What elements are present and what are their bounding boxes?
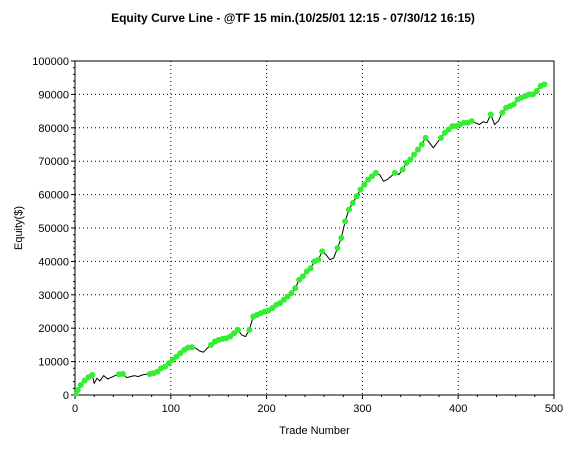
equity-high-marker <box>77 381 84 388</box>
equity-high-marker <box>319 248 326 255</box>
equity-high-marker <box>334 245 341 252</box>
y-tick-label: 100000 <box>32 56 69 68</box>
equity-high-marker <box>73 391 79 397</box>
equity-high-marker <box>246 326 253 333</box>
equity-high-marker <box>411 151 418 158</box>
y-tick-label: 40000 <box>38 256 69 268</box>
x-tick-label: 100 <box>162 403 180 415</box>
equity-high-marker <box>338 235 345 242</box>
equity-high-marker <box>361 181 368 188</box>
equity-high-marker <box>234 326 241 333</box>
x-tick-label: 300 <box>353 403 371 415</box>
y-axis-label: Equity($) <box>13 206 25 250</box>
equity-high-marker <box>414 146 421 153</box>
x-tick-label: 200 <box>257 403 275 415</box>
y-tick-label: 20000 <box>38 323 69 335</box>
y-tick-label: 90000 <box>38 89 69 101</box>
equity-high-marker <box>74 386 81 393</box>
equity-high-marker <box>119 370 126 377</box>
equity-high-marker <box>407 156 414 163</box>
equity-line <box>74 83 545 396</box>
equity-high-marker <box>533 88 540 95</box>
equity-high-marker <box>468 118 475 125</box>
equity-high-marker <box>499 109 506 116</box>
equity-high-marker <box>418 141 425 148</box>
equity-high-marker <box>345 206 352 213</box>
axis-ticks <box>71 60 555 399</box>
equity-high-marker <box>391 169 398 176</box>
equity-markers <box>73 81 548 397</box>
y-tick-label: 0 <box>63 390 69 402</box>
equity-high-marker <box>422 134 429 141</box>
equity-high-marker <box>349 199 356 206</box>
x-axis-label: Trade Number <box>279 425 350 437</box>
equity-high-marker <box>399 166 406 173</box>
equity-high-marker <box>487 111 494 118</box>
equity-high-marker <box>89 371 96 378</box>
y-tick-label: 30000 <box>38 290 69 302</box>
equity-high-marker <box>288 290 295 297</box>
y-tick-label: 10000 <box>38 357 69 369</box>
x-tick-label: 400 <box>449 403 467 415</box>
equity-high-marker <box>292 285 299 292</box>
equity-high-marker <box>342 218 349 225</box>
x-tick-label: 500 <box>545 403 563 415</box>
plot-frame <box>74 60 555 396</box>
chart-title: Equity Curve Line - @TF 15 min.(10/25/01… <box>111 11 475 25</box>
equity-high-marker <box>437 134 444 141</box>
equity-high-marker <box>315 256 322 263</box>
equity-high-marker <box>510 101 517 108</box>
tick-labels: 0 100 200 300 400 500 0 10000 20000 30000 40000 500… <box>32 56 563 415</box>
equity-high-marker <box>357 186 364 193</box>
equity-high-marker <box>541 81 548 88</box>
y-tick-label: 50000 <box>38 223 69 235</box>
equity-high-marker <box>188 344 195 351</box>
equity-high-marker <box>353 193 360 200</box>
y-tick-label: 60000 <box>38 190 69 202</box>
equity-high-marker <box>300 273 307 280</box>
grid-lines <box>75 61 554 395</box>
y-tick-label: 70000 <box>38 156 69 168</box>
equity-high-marker <box>307 265 314 272</box>
equity-high-marker <box>372 169 379 176</box>
y-tick-label: 80000 <box>38 123 69 135</box>
x-tick-label: 0 <box>72 403 78 415</box>
